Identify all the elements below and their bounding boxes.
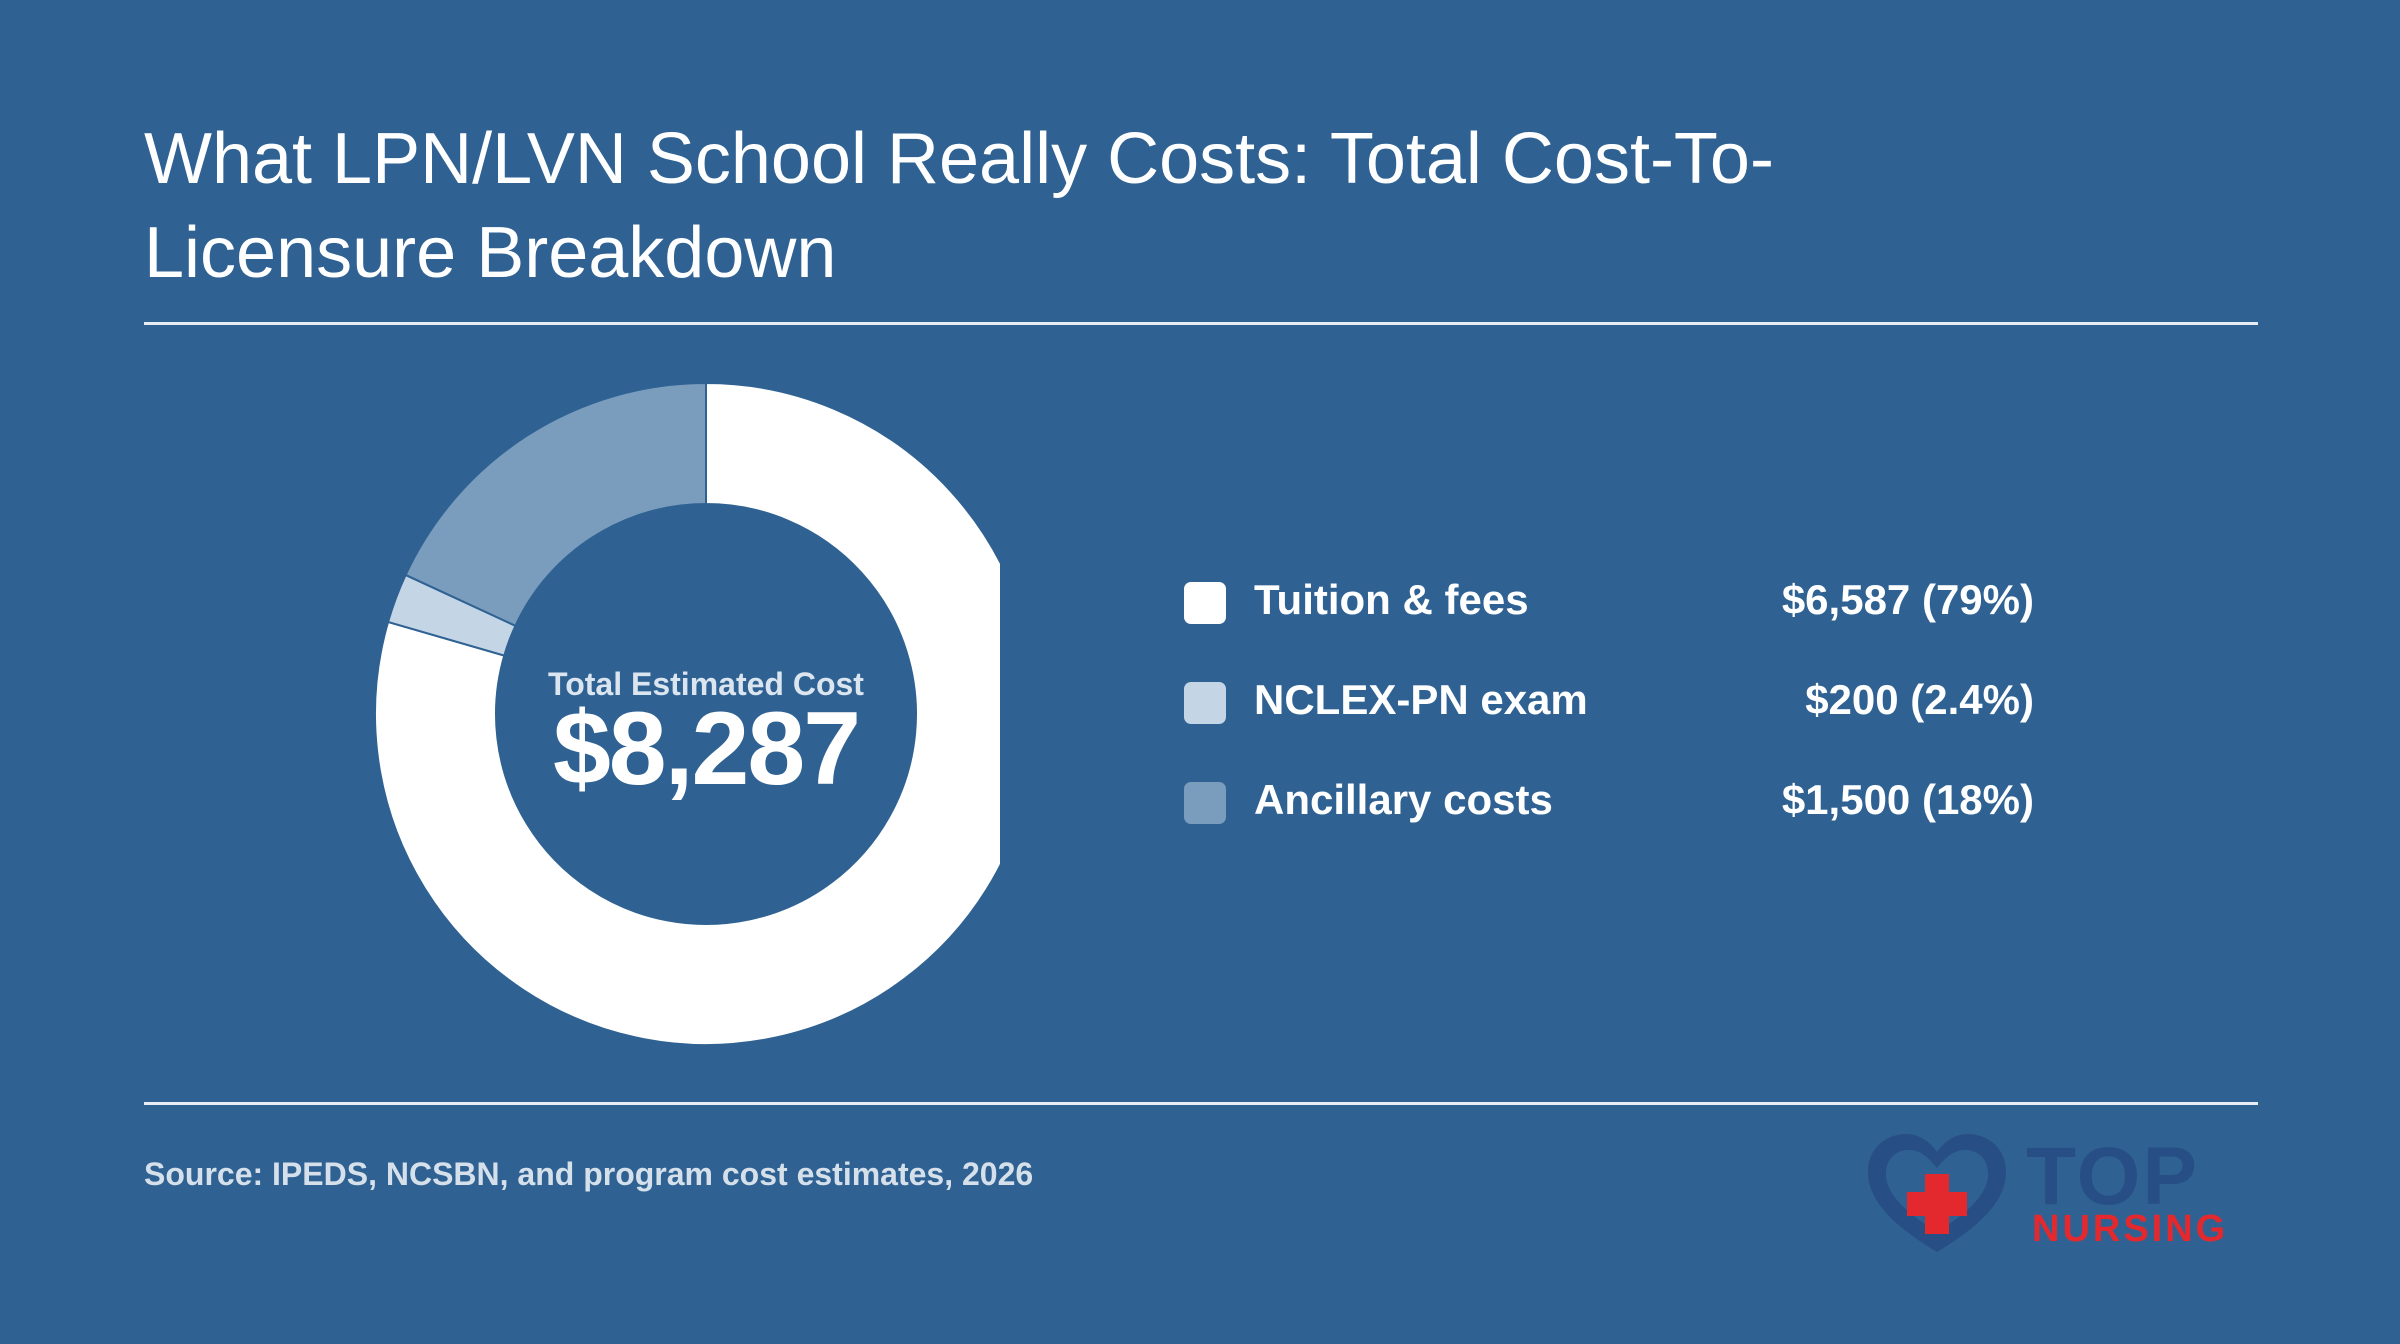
source-note: Source: IPEDS, NCSBN, and program cost e… xyxy=(144,1156,1034,1192)
legend-value-tuition: $6,587 (79%) xyxy=(1781,576,2034,623)
donut-slice-ancillary xyxy=(404,381,707,628)
legend-swatch-tuition xyxy=(1184,582,1226,624)
legend-value-ancillary: $1,500 (18%) xyxy=(1781,776,2034,823)
legend-item-ancillary: Ancillary costs $1,500 (18%) xyxy=(1184,764,2034,864)
chart-legend: Tuition & fees $6,587 (79%) NCLEX-PN exa… xyxy=(1184,564,2034,864)
legend-item-nclex: NCLEX-PN exam $200 (2.4%) xyxy=(1184,664,2034,764)
logo-top-text: TOP xyxy=(2026,1131,2200,1222)
page-title: What LPN/LVN School Really Costs: Total … xyxy=(144,119,1774,293)
donut-slice-tuition xyxy=(374,381,1000,1046)
top-divider xyxy=(144,322,2258,325)
legend-label-nclex: NCLEX-PN exam xyxy=(1254,676,1588,723)
legend-value-nclex: $200 (2.4%) xyxy=(1805,676,2034,723)
legend-label-ancillary: Ancillary costs xyxy=(1254,776,1553,823)
logo-nursing-text: NURSING xyxy=(2032,1208,2229,1250)
legend-item-tuition: Tuition & fees $6,587 (79%) xyxy=(1184,564,2034,664)
donut-center-value: $8,287 xyxy=(552,691,861,807)
donut-chart xyxy=(374,381,1000,1046)
top-nursing-logo: TOP NURSING xyxy=(1862,1130,2262,1260)
heart-cross-icon xyxy=(1868,1134,2006,1252)
legend-label-tuition: Tuition & fees xyxy=(1254,576,1529,623)
legend-swatch-nclex xyxy=(1184,682,1226,724)
bottom-divider xyxy=(144,1102,2258,1105)
legend-swatch-ancillary xyxy=(1184,782,1226,824)
donut-center-label: Total Estimated Cost xyxy=(548,666,864,702)
